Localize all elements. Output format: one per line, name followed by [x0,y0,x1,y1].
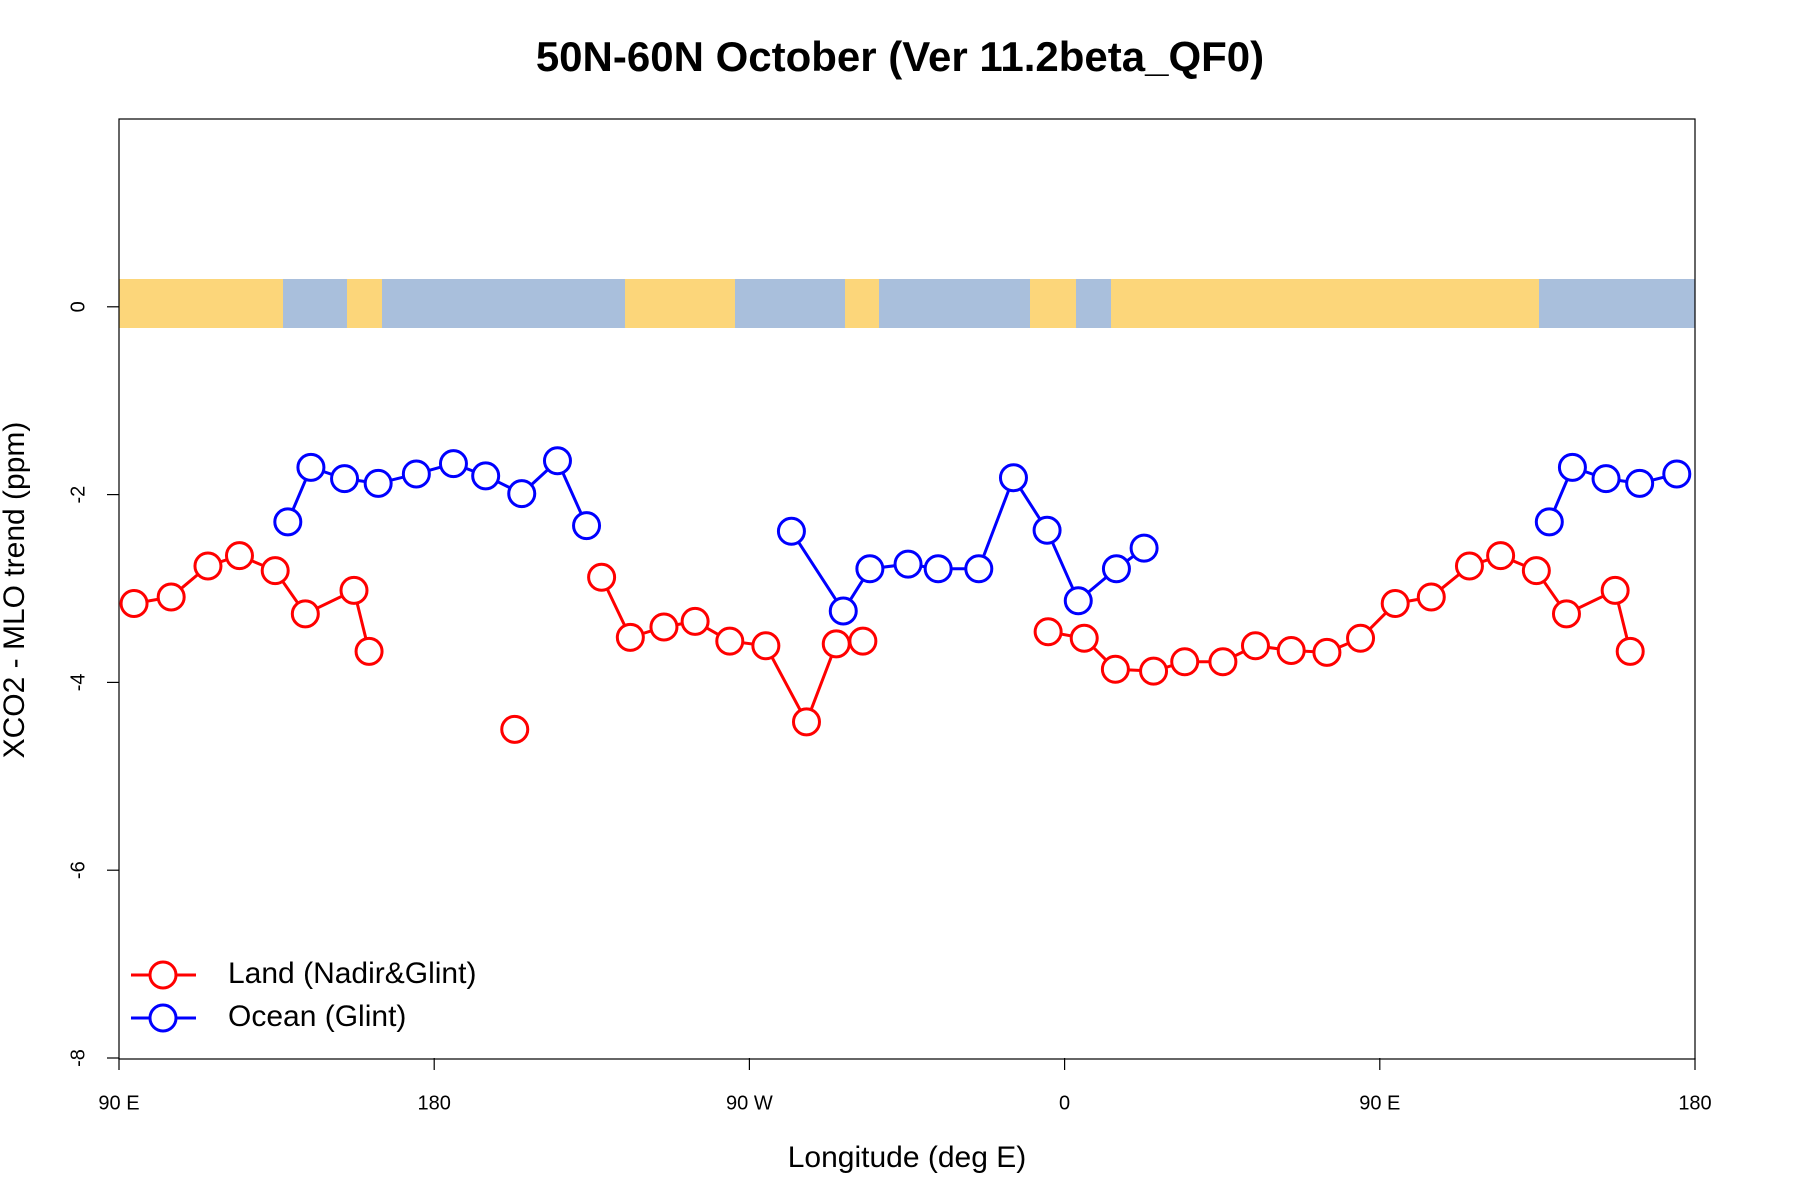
data-point [1591,464,1621,494]
data-point [260,556,290,586]
data-point [1615,636,1645,666]
data-point [1662,459,1692,489]
data-point [354,636,384,666]
data-point [1170,647,1200,677]
data-point [1101,554,1131,584]
x-tick-label: 90 E [1359,1092,1400,1114]
data-point [751,631,781,661]
legend-label: Land (Nadir&Glint) [228,957,476,990]
data-point [964,554,994,584]
data-point [821,629,851,659]
data-point [224,541,254,571]
data-point [1139,656,1169,686]
data-point [438,449,468,479]
data-point [1208,647,1238,677]
data-point [1129,533,1159,563]
x-tick-label: 180 [1678,1092,1711,1114]
x-tick-label: 0 [1059,1092,1070,1114]
data-point [715,626,745,656]
y-axis-label: XCO2 - MLO trend (ppm) [0,422,31,759]
data-point [1033,617,1063,647]
data-point [1032,515,1062,545]
map-ocean [879,279,1030,328]
map-ocean [735,279,845,328]
data-point [615,622,645,652]
data-point [1063,586,1093,616]
chart-title: 50N-60N October (Ver 11.2beta_QF0) [536,33,1264,80]
legend-label: Ocean (Glint) [228,1000,406,1033]
data-point [363,468,393,498]
y-tick-label: -6 [67,861,89,879]
data-point [339,575,369,605]
y-tick-label: -4 [67,674,89,692]
data-point [893,549,923,579]
data-point [1276,635,1306,665]
data-point [1346,623,1376,653]
data-point [998,463,1028,493]
map-ocean [382,279,625,328]
data-point [1521,556,1551,586]
data-point [156,582,186,612]
data-point [119,589,149,619]
legend-marker [148,960,178,990]
data-point [776,516,806,546]
data-point [401,459,431,489]
legend-marker [148,1003,178,1033]
data-point [1069,623,1099,653]
plot-frame [118,118,1696,1060]
y-tick-label: -8 [67,1049,89,1067]
data-point [680,606,710,636]
data-point [296,452,326,482]
data-point [855,554,885,584]
data-point [1416,582,1446,612]
x-axis-label: Longitude (deg E) [788,1141,1027,1174]
map-ocean [1076,279,1111,328]
data-point [848,626,878,656]
data-point [330,464,360,494]
data-point [791,707,821,737]
map-strip [119,279,1695,328]
data-point [1557,452,1587,482]
data-point [500,714,530,744]
data-point [923,554,953,584]
data-point [1551,599,1581,629]
data-point [542,446,572,476]
data-point [1380,589,1410,619]
data-point [587,562,617,592]
data-point [1600,575,1630,605]
x-tick-label: 90 E [98,1092,139,1114]
x-tick-label: 90 W [726,1092,773,1114]
data-point [1486,541,1516,571]
data-point [273,507,303,537]
y-tick-label: -2 [67,486,89,504]
map-ocean [1539,279,1695,328]
data-point [290,599,320,629]
data-point [1312,637,1342,667]
data-point [1100,654,1130,684]
data-point [1625,468,1655,498]
data-point [649,612,679,642]
data-point [193,551,223,581]
data-point [1534,507,1564,537]
y-tick-label: 0 [67,301,89,312]
data-point [471,461,501,491]
map-ocean [283,279,347,328]
data-point [572,511,602,541]
x-tick-label: 180 [418,1092,451,1114]
data-point [1454,551,1484,581]
data-point [1240,631,1270,661]
data-point [507,479,537,509]
data-point [828,596,858,626]
